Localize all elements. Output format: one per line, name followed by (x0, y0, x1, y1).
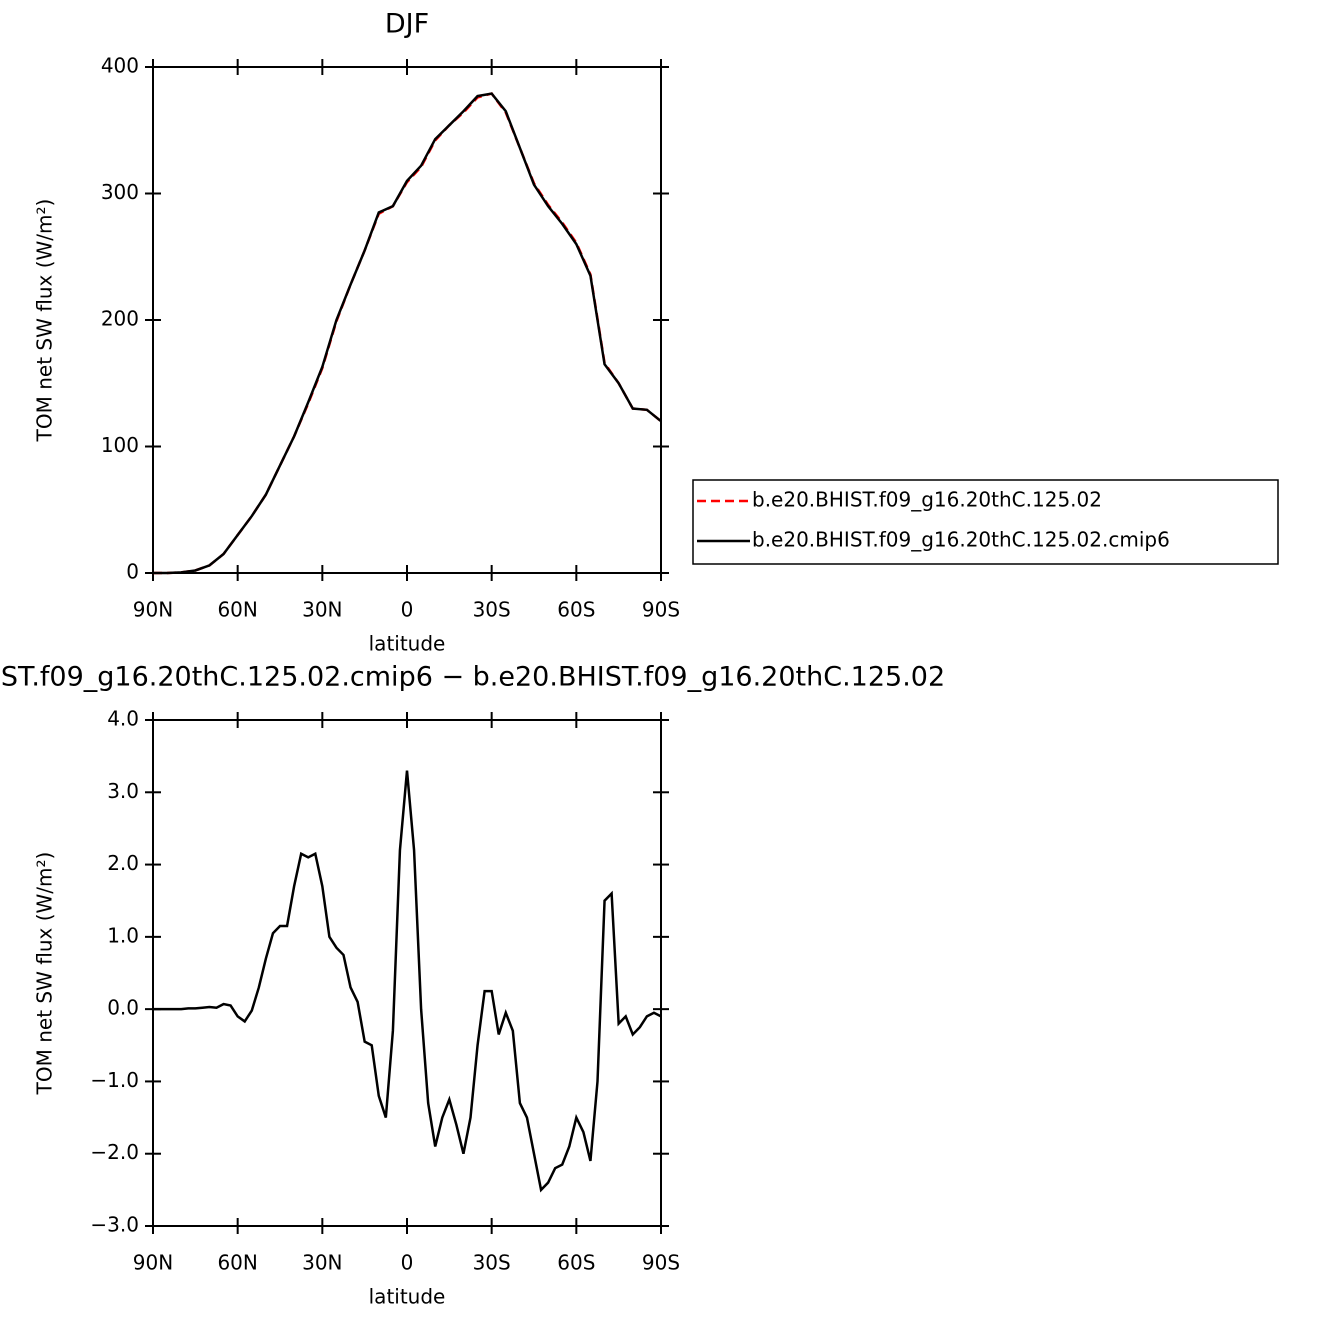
chart-title: DJF (385, 9, 429, 40)
chart-title: b.e20.BHIST.f09_g16.20thC.125.02.cmip6 −… (0, 662, 945, 693)
x-tick-label: 90N (133, 1251, 173, 1275)
x-tick-label: 60S (557, 1251, 595, 1275)
x-tick-label: 30S (473, 598, 511, 622)
legend-label: b.e20.BHIST.f09_g16.20thC.125.02.cmip6 (752, 528, 1170, 552)
y-tick-label: 400 (101, 54, 139, 78)
legend-label: b.e20.BHIST.f09_g16.20thC.125.02 (752, 488, 1102, 512)
x-tick-label: 30S (473, 1251, 511, 1275)
y-tick-label: 300 (101, 180, 139, 204)
plot-frame (152, 66, 662, 574)
x-tick-label: 30N (302, 1251, 342, 1275)
data-line (153, 770, 662, 1193)
y-axis-label: TOM net SW flux (W/m²) (33, 199, 57, 443)
y-tick-label: −2.0 (90, 1140, 139, 1164)
x-axis-label: latitude (369, 1285, 446, 1309)
y-tick-label: −1.0 (90, 1068, 139, 1092)
y-tick-label: 1.0 (107, 923, 139, 947)
y-tick-label: 100 (101, 433, 139, 457)
y-tick-label: 4.0 (107, 707, 139, 731)
y-tick-label: 0.0 (107, 996, 139, 1020)
y-tick-label: 0 (126, 560, 139, 584)
x-axis-label: latitude (369, 632, 446, 656)
y-tick-label: 200 (101, 307, 139, 331)
x-tick-label: 90S (642, 1251, 680, 1275)
data-line (153, 92, 662, 575)
x-tick-label: 0 (401, 1251, 414, 1275)
legend-box (692, 479, 1279, 565)
y-tick-label: 2.0 (107, 851, 139, 875)
x-tick-label: 60N (217, 1251, 257, 1275)
x-tick-label: 90N (133, 598, 173, 622)
plot-frame (152, 719, 662, 1227)
data-line (153, 92, 662, 575)
y-tick-label: −3.0 (90, 1213, 139, 1237)
y-axis-label: TOM net SW flux (W/m²) (33, 852, 57, 1096)
x-tick-label: 60S (557, 598, 595, 622)
x-tick-label: 60N (217, 598, 257, 622)
x-tick-label: 90S (642, 598, 680, 622)
y-tick-label: 3.0 (107, 779, 139, 803)
x-tick-label: 0 (401, 598, 414, 622)
x-tick-label: 30N (302, 598, 342, 622)
